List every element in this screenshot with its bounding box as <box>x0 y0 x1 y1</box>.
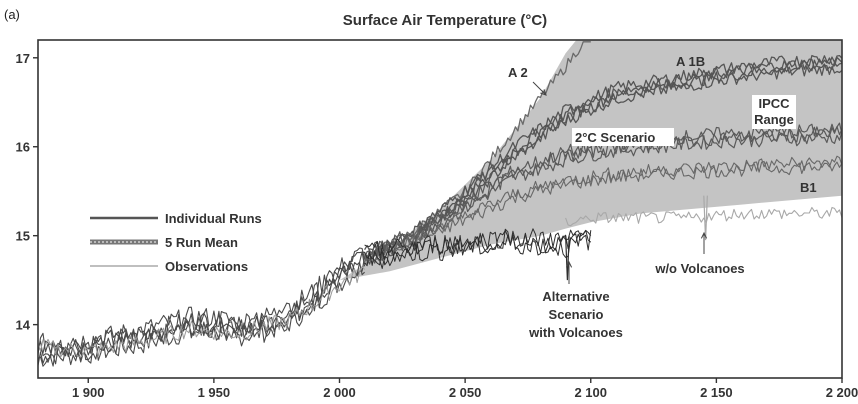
annotation-ipcc-bg <box>752 95 796 129</box>
annotation-ipcc-line1: IPCC <box>758 96 790 111</box>
series-A1B-line <box>364 64 842 265</box>
annotation-2c-bg <box>572 128 674 146</box>
series-observations-line <box>38 266 365 358</box>
chart-title: Surface Air Temperature (°C) <box>343 12 547 29</box>
plot-frame <box>37 39 843 379</box>
annotation-ipcc-line2: Range <box>754 112 794 127</box>
annotation-arrowhead <box>540 89 547 96</box>
legend-label: Individual Runs <box>165 211 262 226</box>
ipcc-range-band <box>339 40 842 281</box>
series-A1B-line <box>364 54 842 256</box>
annotation-2c-scenario: 2°C Scenario <box>575 130 655 145</box>
series-2C-line <box>364 131 842 265</box>
series-with-volcanoes-line <box>364 228 592 260</box>
annotation-alternative-line1: Alternative <box>542 289 609 304</box>
series-A1B-line <box>363 56 842 261</box>
x-tick-label: 2 200 <box>826 385 858 400</box>
annotation-a2: A 2 <box>508 65 528 80</box>
annotation-alternative-line3: with Volcanoes <box>528 325 623 340</box>
series-historical-line <box>38 256 366 366</box>
x-tick-label: 2 150 <box>700 385 733 400</box>
plot-area <box>38 40 842 367</box>
panel-label: (a) <box>4 7 20 22</box>
annotation-arrowhead <box>700 231 708 239</box>
legend-label: 5 Run Mean <box>165 235 238 250</box>
y-tick-label: 17 <box>16 51 30 66</box>
x-tick-label: 2 100 <box>574 385 607 400</box>
x-tick-label: 1 900 <box>72 385 105 400</box>
series-historical-line <box>38 247 366 355</box>
x-tick-label: 2 000 <box>323 385 356 400</box>
x-tick-label: 1 950 <box>198 385 231 400</box>
y-tick-label: 16 <box>16 140 30 155</box>
axes: 1 900 1 950 2 000 2 050 2 100 2 150 2 200 14 15 1… <box>16 39 858 400</box>
series-with-volcanoes-line <box>364 229 592 266</box>
volcano-dip-line <box>565 235 570 281</box>
annotation-arrow <box>532 81 547 96</box>
volcano-dip-line <box>703 195 708 241</box>
legend-label: Observations <box>165 259 248 274</box>
annotation-b1: B1 <box>800 180 817 195</box>
annotation-without-volcanoes: w/o Volcanoes <box>654 261 744 276</box>
series-B1-line <box>364 155 842 262</box>
y-tick-label: 15 <box>16 229 30 244</box>
plot-content <box>38 40 842 367</box>
series-without-volcanoes-line <box>565 206 842 227</box>
annotation-alternative-line2: Scenario <box>549 307 604 322</box>
annotation-a1b: A 1B <box>676 54 705 69</box>
legend: Individual Runs 5 Run Mean Observations <box>90 211 262 274</box>
x-tick-label: 2 050 <box>449 385 482 400</box>
y-tick-label: 14 <box>16 318 31 333</box>
annotation-arrowhead <box>565 260 573 268</box>
